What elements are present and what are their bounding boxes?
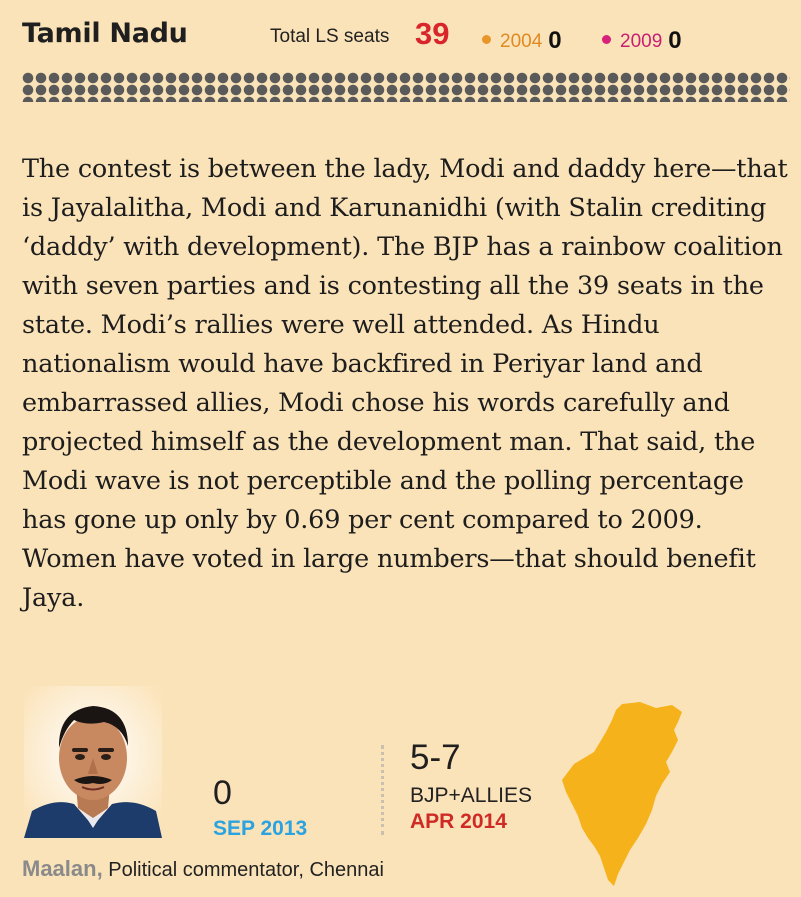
legend-2009-year: 2009 bbox=[620, 31, 663, 52]
sep-2013-value: 0 bbox=[213, 774, 232, 812]
state-name: Tamil Nadu bbox=[22, 18, 188, 49]
sep-2013-date: SEP 2013 bbox=[213, 817, 308, 840]
total-seats-label: Total LS seats bbox=[270, 26, 390, 47]
legend-2009-value: 0 bbox=[668, 27, 682, 54]
legend-2004: 2004 0 bbox=[482, 26, 562, 54]
legend-2009: 2009 0 bbox=[602, 26, 682, 54]
orange-dot-icon bbox=[482, 35, 491, 45]
legend-2004-value: 0 bbox=[548, 27, 562, 54]
apr-2014-label: BJP+ALLIES bbox=[410, 784, 532, 807]
apr-2014-date: APR 2014 bbox=[410, 810, 507, 833]
dotted-vertical-divider bbox=[381, 745, 384, 835]
apr-2014-forecast: 5-7 BJP+ALLIES APR 2014 bbox=[410, 738, 532, 834]
commentator-name: Maalan, bbox=[22, 856, 103, 881]
commentator-photo-icon bbox=[24, 686, 162, 838]
article-body: The contest is between the lady, Modi an… bbox=[22, 154, 788, 613]
commentator-role: Political commentator, Chennai bbox=[102, 859, 384, 881]
header: Tamil Nadu Total LS seats 39 2004 0 2009 0 bbox=[22, 12, 792, 56]
pink-dot-icon bbox=[602, 35, 611, 45]
total-seats-value: 39 bbox=[415, 16, 450, 51]
dotted-divider bbox=[22, 72, 790, 102]
commentator-caption: Maalan, Political commentator, Chennai bbox=[22, 856, 384, 882]
legend-2004-year: 2004 bbox=[500, 31, 543, 52]
apr-2014-value: 5-7 bbox=[410, 738, 461, 777]
sep-2013-forecast: 0 SEP 2013 bbox=[213, 775, 307, 841]
tamil-nadu-map-icon bbox=[562, 702, 682, 886]
